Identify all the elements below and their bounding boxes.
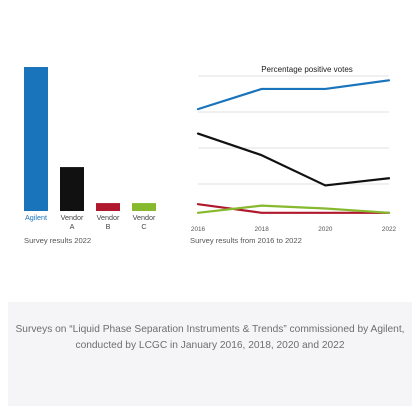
bar-category-label: Vendor — [97, 213, 120, 222]
x-tick-label: 2016 — [191, 226, 206, 233]
series-line-vendor-a — [196, 132, 391, 187]
line-chart-caption: Survey results from 2016 to 2022 — [190, 236, 302, 245]
bar-category-label: C — [141, 222, 146, 231]
x-tick-label: 2022 — [382, 226, 397, 233]
line-chart-title: Percentage positive votes — [261, 65, 353, 74]
x-tick-label: 2020 — [318, 226, 333, 233]
bar-category-label: Agilent — [25, 213, 47, 222]
bar-category-label: Vendor — [61, 213, 84, 222]
footnote-panel — [8, 302, 412, 406]
bar-category-label: A — [70, 222, 75, 231]
x-tick-label: 2018 — [255, 226, 270, 233]
bar-chart-caption: Survey results 2022 — [24, 236, 92, 245]
bar-category-label: B — [106, 222, 111, 231]
series-line-agilent — [196, 79, 391, 111]
bar-vendor-c — [132, 203, 156, 211]
series-line-vendor-c — [196, 204, 391, 214]
bar-vendor-a — [60, 167, 84, 211]
footnote: Surveys on “Liquid Phase Separation Inst… — [15, 324, 405, 351]
bar-vendor-b — [96, 203, 120, 211]
bar-category-label: Vendor — [133, 213, 156, 222]
bar-agilent — [24, 67, 48, 211]
